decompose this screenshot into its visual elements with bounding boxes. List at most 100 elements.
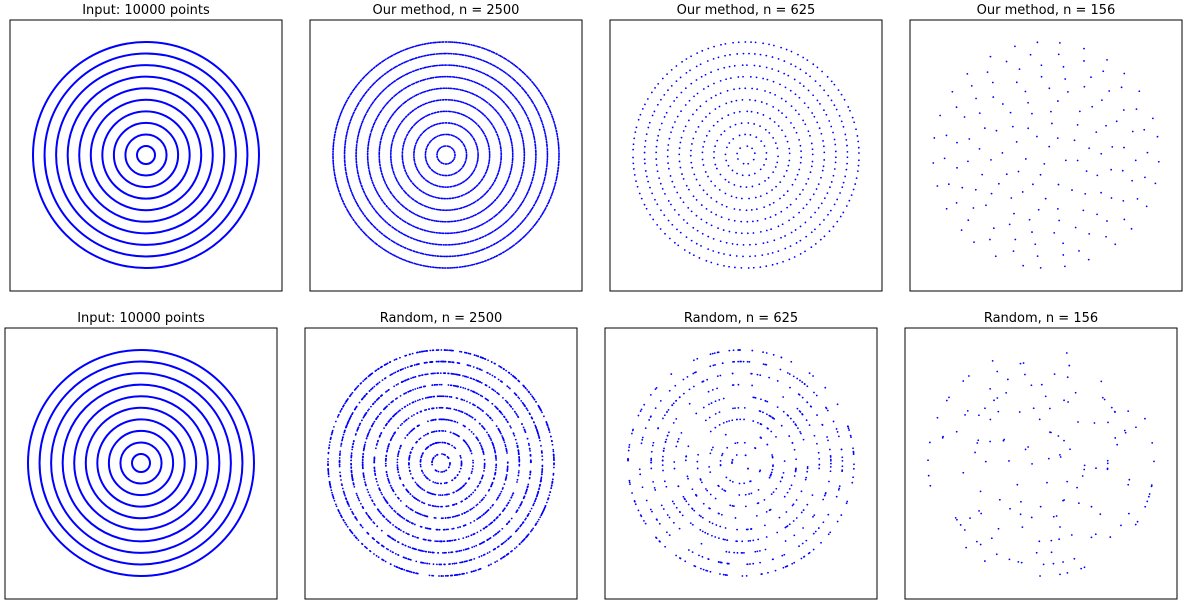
scatter-point bbox=[397, 471, 400, 474]
scatter-point bbox=[1154, 182, 1157, 185]
scatter-point bbox=[447, 98, 450, 101]
scatter-point bbox=[514, 211, 516, 214]
scatter-point bbox=[484, 172, 487, 175]
scatter-point bbox=[1143, 128, 1146, 131]
scatter-point bbox=[777, 155, 779, 158]
scatter-point bbox=[408, 432, 411, 434]
scatter-point bbox=[1051, 122, 1053, 125]
scatter-point bbox=[714, 145, 717, 148]
scatter-point bbox=[334, 130, 337, 133]
scatter-point bbox=[473, 187, 476, 190]
scatter-point bbox=[412, 212, 415, 215]
scatter-point bbox=[742, 162, 745, 165]
scatter-point bbox=[392, 524, 394, 526]
scatter-point bbox=[481, 395, 484, 398]
scatter-point bbox=[673, 208, 676, 211]
scatter-point bbox=[403, 140, 406, 143]
scatter-point bbox=[333, 136, 336, 139]
scatter-point bbox=[1057, 53, 1060, 56]
scatter-point bbox=[1076, 123, 1079, 126]
scatter-point bbox=[439, 255, 442, 258]
scatter-point bbox=[424, 102, 427, 105]
scatter-point bbox=[452, 41, 454, 44]
scatter-point bbox=[462, 230, 465, 233]
scatter-point bbox=[492, 106, 495, 109]
scatter-point bbox=[490, 485, 492, 488]
scatter-point bbox=[671, 223, 674, 226]
scatter-point bbox=[507, 130, 510, 132]
scatter-point bbox=[385, 424, 387, 426]
scatter-point bbox=[407, 59, 410, 62]
scatter-point bbox=[384, 182, 387, 185]
scatter-point bbox=[487, 508, 490, 511]
scatter-point bbox=[441, 232, 444, 235]
scatter-point bbox=[479, 46, 481, 49]
scatter-point bbox=[430, 372, 433, 375]
scatter-point bbox=[367, 491, 370, 494]
scatter-point bbox=[510, 92, 513, 95]
scatter-point bbox=[726, 146, 728, 149]
scatter-point bbox=[440, 471, 443, 473]
scatter-point bbox=[417, 202, 420, 205]
scatter-point bbox=[437, 197, 440, 199]
scatter-point bbox=[440, 418, 442, 421]
scatter-point bbox=[421, 550, 424, 552]
scatter-point bbox=[391, 81, 394, 84]
scatter-point bbox=[492, 243, 495, 246]
scatter-point bbox=[511, 230, 514, 233]
scatter-point bbox=[421, 397, 424, 400]
scatter-point bbox=[454, 515, 457, 518]
scatter-point bbox=[718, 189, 721, 191]
scatter-point bbox=[471, 507, 474, 510]
scatter-point bbox=[520, 104, 522, 107]
scatter-point bbox=[475, 144, 478, 146]
scatter-point bbox=[385, 391, 387, 393]
scatter-point bbox=[477, 58, 480, 60]
scatter-point bbox=[823, 151, 826, 154]
scatter-point bbox=[508, 499, 511, 502]
scatter-point bbox=[505, 419, 508, 421]
scatter-point bbox=[378, 149, 381, 152]
scatter-point bbox=[804, 221, 807, 224]
scatter-point bbox=[413, 262, 416, 265]
scatter-point bbox=[471, 416, 474, 419]
scatter-point bbox=[424, 90, 427, 93]
scatter-point bbox=[367, 146, 369, 149]
scatter-point bbox=[492, 201, 495, 203]
scatter-point bbox=[403, 117, 406, 120]
scatter-point bbox=[506, 468, 509, 471]
scatter-point bbox=[494, 65, 497, 68]
scatter-point bbox=[822, 145, 825, 148]
scatter-point bbox=[1027, 101, 1029, 104]
scatter-point bbox=[450, 220, 453, 223]
scatter-point bbox=[424, 253, 427, 256]
scatter-point bbox=[753, 64, 756, 67]
scatter-point bbox=[410, 415, 413, 418]
scatter-point bbox=[654, 198, 656, 201]
scatter-point bbox=[459, 386, 462, 389]
scatter-point bbox=[420, 133, 422, 136]
scatter-point bbox=[429, 140, 432, 143]
scatter-point bbox=[450, 87, 453, 90]
scatter-point bbox=[463, 145, 466, 148]
scatter-point bbox=[530, 98, 532, 101]
scatter-point bbox=[799, 252, 802, 255]
scatter-point bbox=[448, 162, 451, 165]
scatter-point bbox=[510, 111, 513, 114]
scatter-point bbox=[555, 178, 558, 180]
scatter-point bbox=[455, 397, 458, 399]
scatter-point bbox=[839, 215, 842, 218]
scatter-point bbox=[351, 114, 354, 117]
scatter-point bbox=[519, 177, 522, 180]
scatter-point bbox=[527, 189, 530, 192]
scatter-point bbox=[469, 190, 472, 192]
scatter-point bbox=[409, 84, 411, 87]
scatter-point bbox=[370, 405, 372, 408]
scatter-point bbox=[373, 458, 376, 461]
scatter-point bbox=[392, 490, 395, 493]
scatter-point bbox=[725, 241, 728, 244]
scatter-point bbox=[431, 551, 434, 554]
scatter-point bbox=[420, 117, 423, 120]
scatter-point bbox=[729, 126, 732, 128]
scatter-point bbox=[468, 91, 471, 94]
